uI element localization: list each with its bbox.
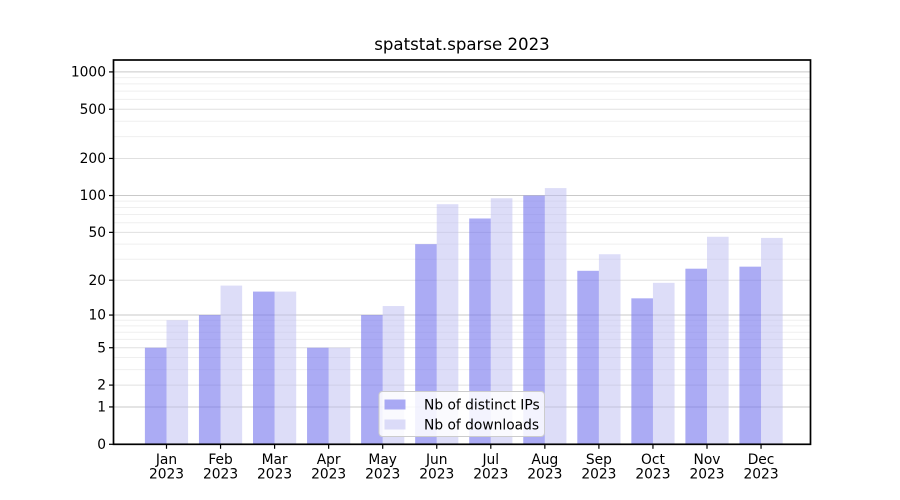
y-tick-label-5: 5 xyxy=(97,340,106,356)
x-tick-year-mar: 2023 xyxy=(257,467,292,483)
x-tick-year-feb: 2023 xyxy=(203,467,238,483)
bar-dec-nb-of-downloads xyxy=(761,237,783,445)
x-tick-label-jun: Jun xyxy=(425,452,448,468)
x-tick-label-jul: Jul xyxy=(481,452,499,468)
bar-mar-nb-of-downloads xyxy=(274,291,297,445)
y-tick-label-1000: 1000 xyxy=(71,64,106,80)
bar-sep-nb-of-downloads xyxy=(598,254,621,445)
y-tick-label-20: 20 xyxy=(88,273,106,289)
bar-aug-nb-of-downloads xyxy=(544,188,567,445)
y-tick-label-1: 1 xyxy=(97,399,106,415)
bar-jul-nb-of-downloads xyxy=(490,198,513,445)
bar-mar-nb-of-distinct-ips xyxy=(253,291,275,445)
x-tick-year-jan: 2023 xyxy=(149,467,184,483)
bar-nov-nb-of-downloads xyxy=(707,236,729,445)
bar-jul-nb-of-distinct-ips xyxy=(469,218,491,445)
x-tick-label-feb: Feb xyxy=(208,452,232,468)
x-tick-year-sep: 2023 xyxy=(581,467,616,483)
x-tick-label-aug: Aug xyxy=(531,452,558,468)
legend-label-nb-of-downloads: Nb of downloads xyxy=(424,417,539,433)
bar-may-nb-of-distinct-ips xyxy=(361,315,383,445)
y-tick-label-0: 0 xyxy=(97,437,106,453)
legend-label-nb-of-distinct-ips: Nb of distinct IPs xyxy=(424,397,540,413)
x-tick-year-jun: 2023 xyxy=(419,467,454,483)
bar-dec-nb-of-distinct-ips xyxy=(739,266,762,445)
y-tick-label-50: 50 xyxy=(88,225,106,241)
legend-swatch-nb-of-downloads xyxy=(384,419,406,430)
chart-title: spatstat.sparse 2023 xyxy=(374,35,550,54)
bar-oct-nb-of-distinct-ips xyxy=(631,298,653,445)
plot-frame xyxy=(112,59,812,446)
x-tick-label-oct: Oct xyxy=(641,452,665,468)
x-tick-label-dec: Dec xyxy=(748,452,775,468)
x-tick-year-jul: 2023 xyxy=(473,467,508,483)
bar-jan-nb-of-downloads xyxy=(166,320,189,445)
x-tick-label-apr: Apr xyxy=(317,452,341,468)
y-tick-label-100: 100 xyxy=(80,188,106,204)
bar-jun-nb-of-downloads xyxy=(436,204,459,445)
minor-gridlines xyxy=(113,77,811,371)
legend: Nb of distinct IPs Nb of downloads xyxy=(378,391,545,437)
x-tick-label-sep: Sep xyxy=(586,452,612,468)
y-tick-label-10: 10 xyxy=(88,308,106,324)
bar-nov-nb-of-distinct-ips xyxy=(685,268,707,445)
bar-jan-nb-of-distinct-ips xyxy=(144,347,167,445)
x-axis: Jan2023Feb2023Mar2023Apr2023May2023Jun20… xyxy=(149,444,779,483)
bar-apr-nb-of-distinct-ips xyxy=(307,347,329,445)
y-tick-label-200: 200 xyxy=(80,151,106,167)
bar-sep-nb-of-distinct-ips xyxy=(577,270,599,445)
x-tick-label-jan: Jan xyxy=(155,452,177,468)
bars xyxy=(144,188,783,445)
bar-oct-nb-of-downloads xyxy=(652,282,675,445)
x-tick-year-may: 2023 xyxy=(365,467,400,483)
x-tick-year-aug: 2023 xyxy=(527,467,562,483)
x-tick-year-oct: 2023 xyxy=(635,467,670,483)
bar-feb-nb-of-distinct-ips xyxy=(198,315,221,445)
bar-aug-nb-of-distinct-ips xyxy=(523,195,545,445)
y-axis: 0 1 2 5 10 20 50 100 200 500 1000 xyxy=(71,64,114,453)
legend-swatch-nb-of-distinct-ips xyxy=(384,399,406,410)
x-tick-label-may: May xyxy=(368,452,397,468)
x-tick-label-mar: Mar xyxy=(262,452,288,468)
x-tick-label-nov: Nov xyxy=(694,452,721,468)
bar-feb-nb-of-downloads xyxy=(220,285,243,445)
x-tick-year-dec: 2023 xyxy=(743,467,778,483)
x-tick-year-apr: 2023 xyxy=(311,467,346,483)
x-tick-year-nov: 2023 xyxy=(689,467,724,483)
y-tick-label-2: 2 xyxy=(97,378,106,394)
legend-box xyxy=(378,391,545,437)
y-tick-label-500: 500 xyxy=(80,102,106,118)
bar-apr-nb-of-downloads xyxy=(328,347,351,445)
